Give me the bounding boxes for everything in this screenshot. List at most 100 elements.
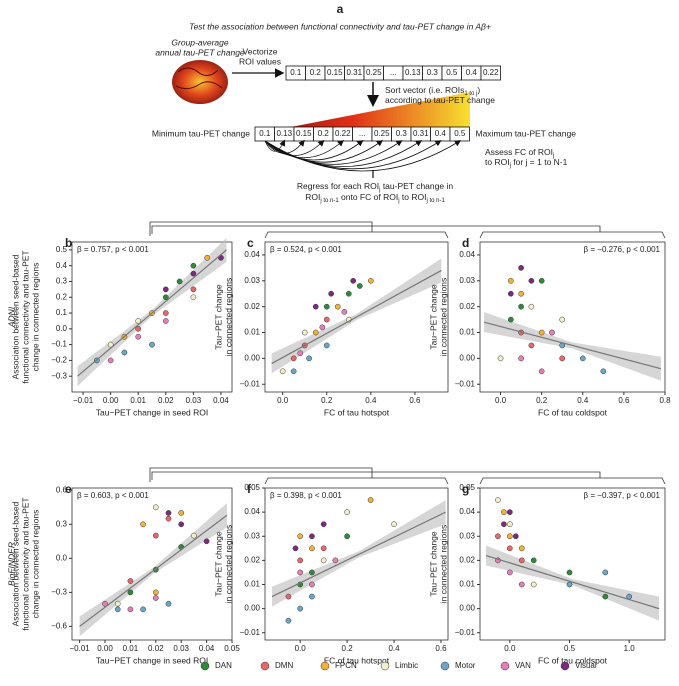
data-point	[391, 521, 397, 528]
min-label: Minimum tau-PET change	[152, 128, 250, 138]
data-point	[530, 557, 537, 564]
annotation: β = −0.397, p < 0.001	[584, 491, 661, 500]
data-point	[312, 303, 319, 310]
vector-value: 0.4	[435, 129, 447, 138]
fit-line	[271, 269, 442, 365]
x-tick-label: 0.6	[409, 396, 421, 405]
y-tick-label: 0.01	[459, 580, 475, 589]
x-tick-label: 0.2	[536, 396, 548, 405]
data-point	[114, 600, 121, 607]
data-point	[152, 595, 159, 601]
x-tick-label: 1.0	[624, 644, 636, 653]
data-point	[344, 509, 350, 515]
data-point	[530, 581, 537, 588]
x-axis-label: FC of tau hotspot	[324, 407, 390, 417]
data-point	[367, 497, 374, 503]
row-label: ADNI	[6, 306, 16, 328]
data-point	[501, 521, 507, 528]
y-tick-label: 0.6	[56, 485, 68, 494]
subscript: j	[509, 163, 511, 169]
y-tick-label: 0.00	[459, 604, 475, 613]
data-point	[178, 510, 185, 516]
data-point	[297, 533, 304, 540]
vector-value: 0.13	[405, 68, 421, 77]
x-tick-label: 0.6	[435, 644, 447, 653]
data-point	[292, 545, 299, 552]
legend-swatch	[560, 661, 570, 671]
vector-value: 0.4	[466, 68, 478, 77]
x-tick-label: 0.2	[321, 396, 333, 405]
x-axis-label: FC of tau hotspot	[324, 655, 390, 665]
y-axis-label: Tau−PET change	[213, 531, 223, 597]
annotation: β = 0.603, p < 0.001	[77, 491, 149, 500]
data-point	[345, 290, 352, 297]
data-point	[127, 606, 134, 613]
brain-caption: Group-average	[171, 37, 228, 47]
panel-letter: b	[65, 236, 72, 250]
x-tick-label: −0.01	[69, 644, 90, 653]
data-point	[165, 600, 172, 607]
x-tick-label: 0.02	[158, 396, 174, 405]
y-tick-label: −0.6	[51, 621, 67, 630]
data-point	[319, 324, 326, 331]
x-tick-label: 0.04	[213, 396, 229, 405]
legend-swatch	[320, 661, 330, 671]
diagram-text: Sort vector (i.e. ROIs1 to j)	[385, 85, 480, 96]
x-axis-label: Tau−PET change in seed ROI	[96, 407, 209, 417]
data-point	[140, 521, 146, 528]
data-point	[350, 277, 357, 284]
y-tick-label: 0.00	[244, 604, 260, 613]
y-axis-label: in connected regions	[223, 525, 233, 603]
y-tick-label: 0.04	[459, 250, 475, 259]
data-point	[528, 277, 535, 284]
data-point	[602, 593, 609, 600]
vector-value: 0.2	[310, 68, 322, 77]
y-tick-label: 0.03	[244, 276, 260, 285]
vectorize-text: Vectorize	[243, 46, 278, 56]
x-tick-label: 0.00	[97, 644, 113, 653]
data-point	[579, 355, 586, 362]
data-point	[190, 262, 197, 269]
y-axis-label: in connected regions	[223, 278, 233, 356]
legend-label: DMN	[275, 661, 293, 670]
panel-letter: f	[247, 482, 252, 496]
x-axis-label: FC of tau coldspot	[538, 655, 608, 665]
data-point	[107, 341, 114, 348]
data-point	[297, 557, 304, 564]
data-point	[559, 316, 566, 323]
y-tick-label: 0.0	[56, 324, 68, 333]
data-point	[127, 589, 134, 596]
plot-frame	[264, 241, 449, 393]
bracket	[151, 471, 601, 480]
annotation: β = −0.276, p < 0.001	[584, 245, 661, 254]
data-point	[162, 310, 169, 316]
y-tick-label: 0.04	[244, 507, 260, 516]
panel-letter: e	[65, 482, 72, 496]
x-tick-label: 0.0	[277, 396, 289, 405]
data-point	[152, 589, 159, 596]
text-part: according to tau-PET change	[385, 95, 495, 105]
legend-swatch	[260, 661, 270, 671]
data-point	[309, 593, 315, 600]
data-point	[190, 294, 197, 301]
data-point	[566, 581, 573, 588]
y-tick-label: 0.03	[459, 531, 475, 540]
data-point	[176, 278, 183, 285]
data-point	[320, 557, 327, 564]
connection-arc	[264, 139, 325, 156]
data-point	[323, 316, 330, 323]
data-point	[600, 368, 607, 375]
data-point	[341, 308, 348, 315]
data-point	[506, 545, 513, 552]
y-tick-label: 0.00	[459, 353, 475, 362]
data-point	[309, 533, 315, 540]
subscript: j to n-1	[425, 198, 445, 204]
y-axis-label: Association between seed-based	[10, 501, 20, 626]
y-axis-label: Tau−PET change	[213, 284, 223, 350]
vector-value: 0.2	[318, 129, 330, 138]
data-point	[309, 569, 315, 576]
data-point	[506, 569, 513, 576]
brain-folds	[175, 67, 223, 90]
